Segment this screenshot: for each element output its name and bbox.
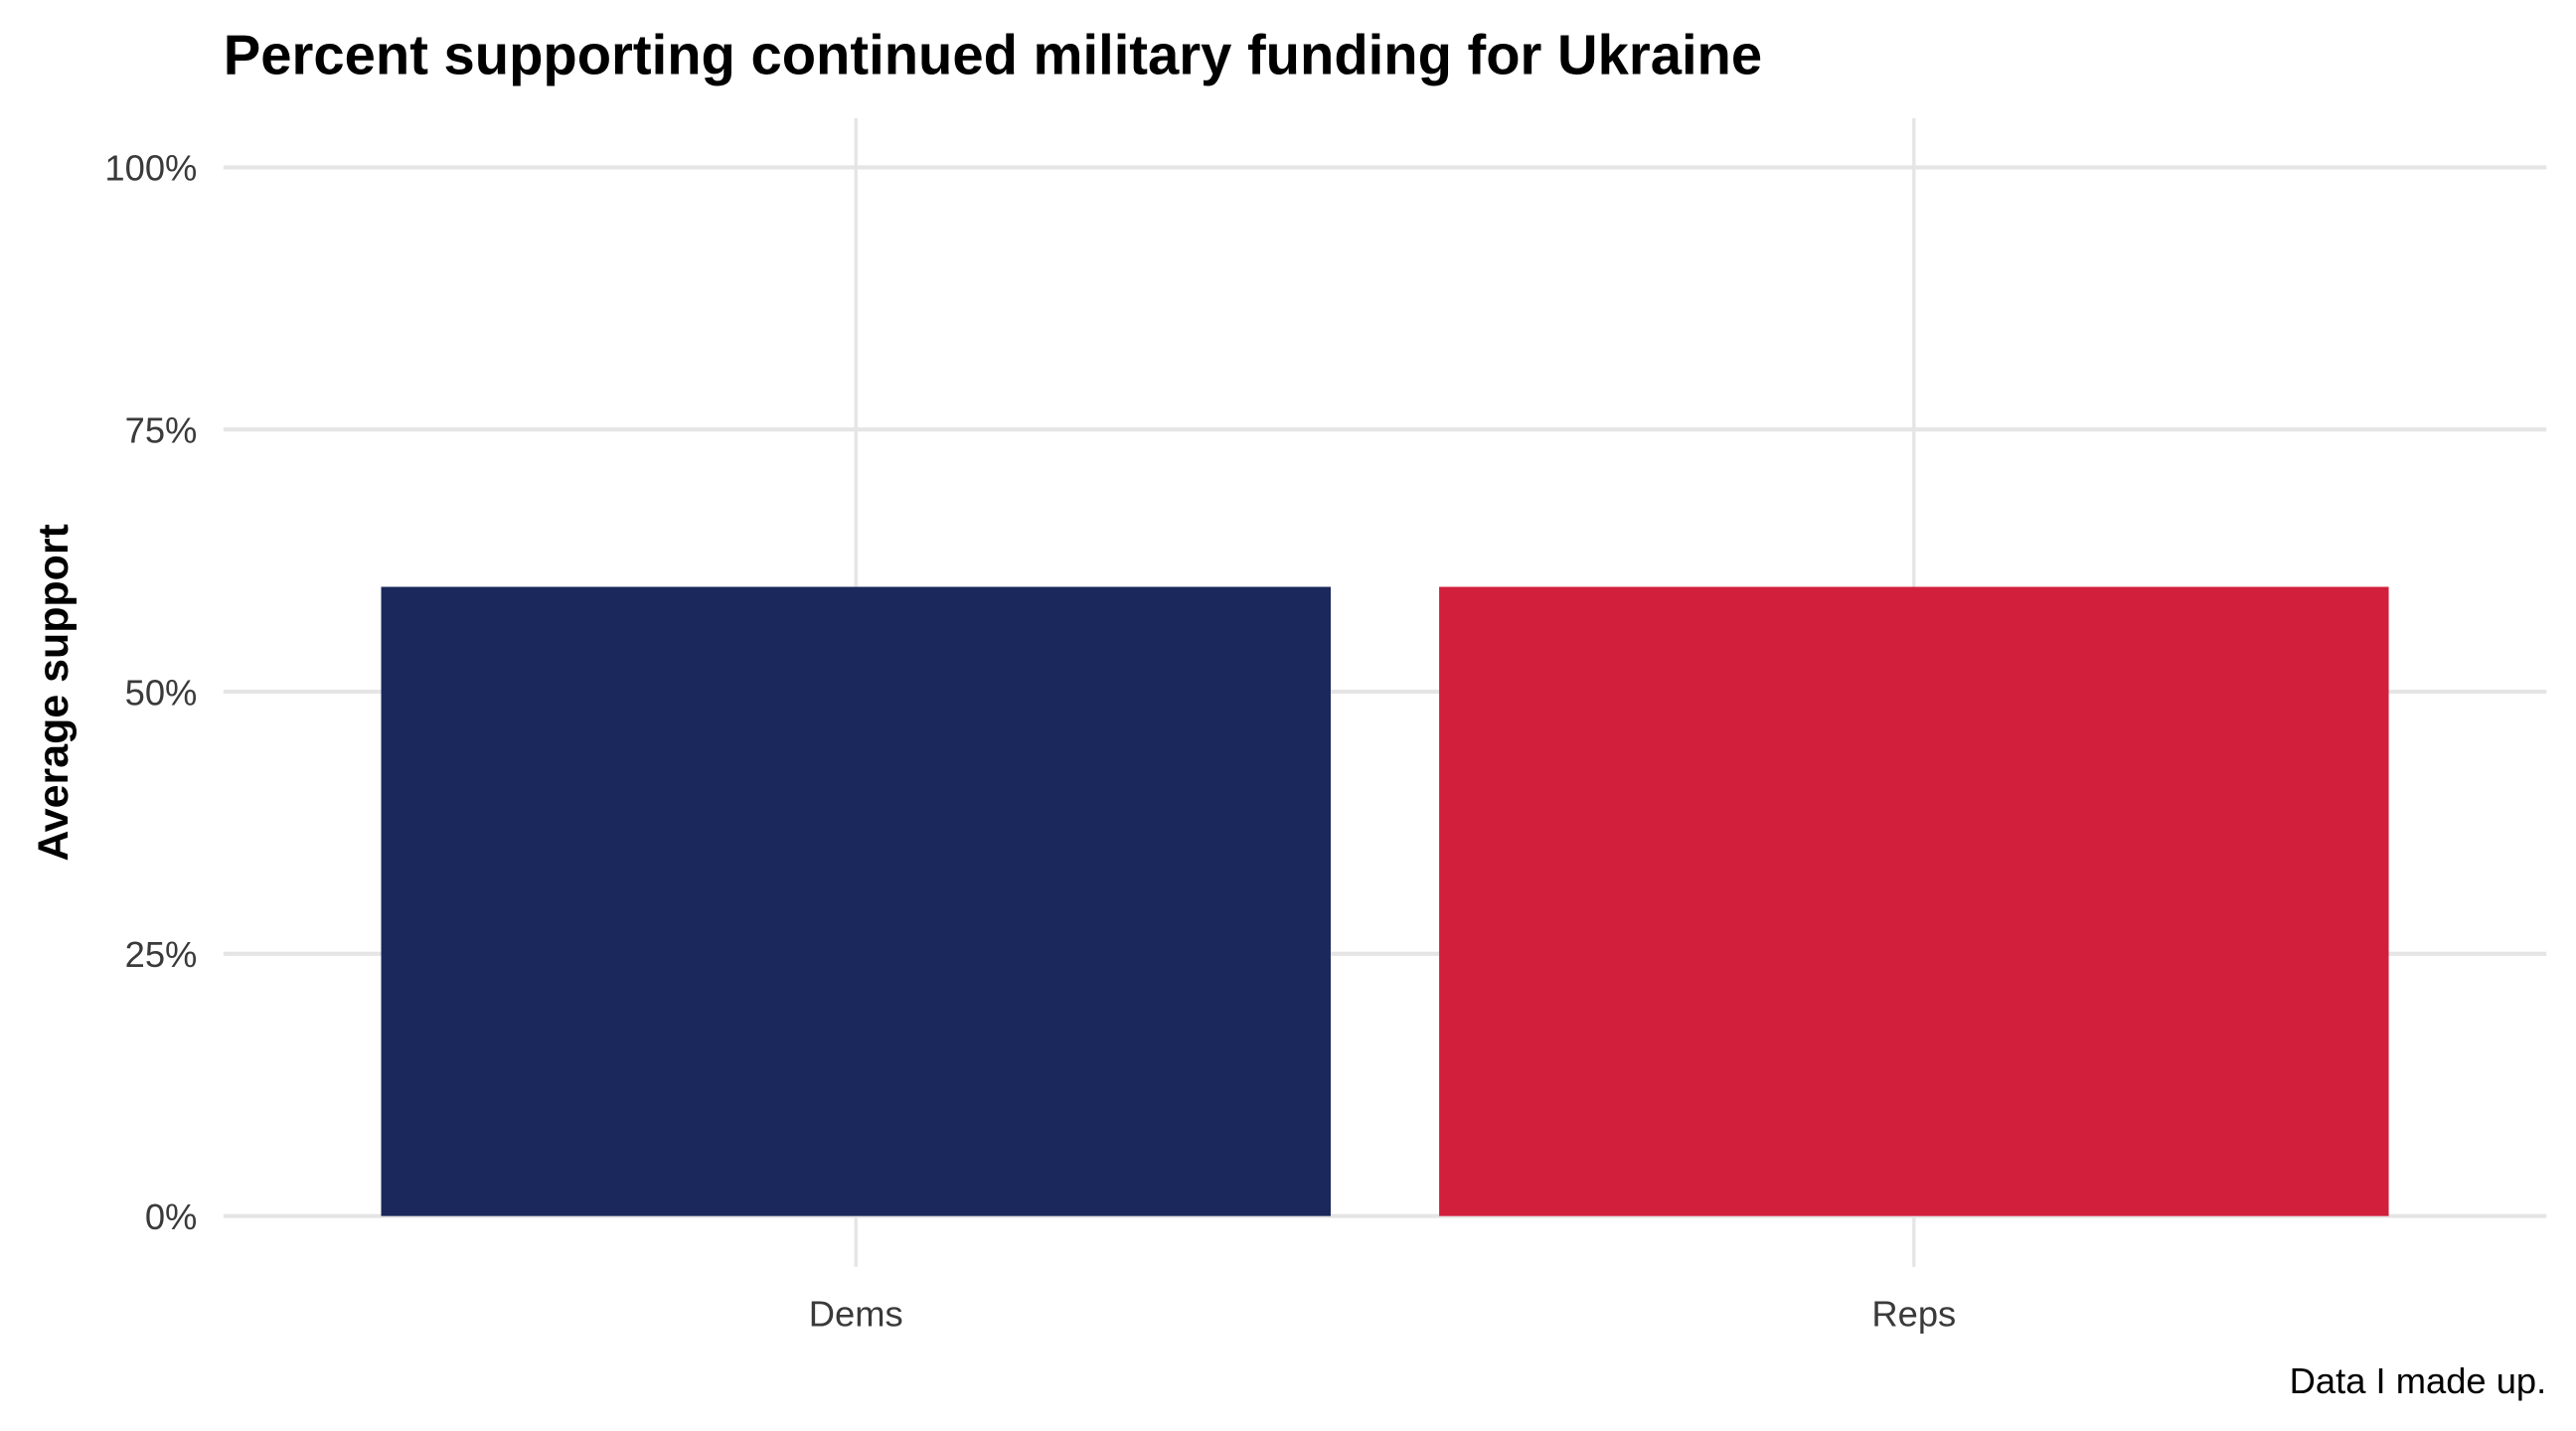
y-tick-label: 0% bbox=[145, 1196, 198, 1237]
bar-dems bbox=[381, 586, 1331, 1216]
y-tick-label: 25% bbox=[125, 934, 198, 975]
bar-reps bbox=[1439, 586, 2389, 1216]
bars bbox=[381, 586, 2389, 1216]
caption: Data I made up. bbox=[2290, 1360, 2547, 1401]
x-axis-ticks: Dems Reps bbox=[809, 1293, 1956, 1334]
y-tick-label: 50% bbox=[125, 672, 198, 713]
chart-title: Percent supporting continued military fu… bbox=[224, 23, 1762, 85]
x-tick-label: Reps bbox=[1871, 1293, 1956, 1334]
y-tick-label: 75% bbox=[125, 409, 198, 450]
x-tick-label: Dems bbox=[809, 1293, 903, 1334]
y-axis-ticks: 0% 25% 50% 75% 100% bbox=[104, 148, 197, 1237]
y-axis-label: Average support bbox=[30, 524, 78, 861]
y-tick-label: 100% bbox=[104, 148, 197, 189]
